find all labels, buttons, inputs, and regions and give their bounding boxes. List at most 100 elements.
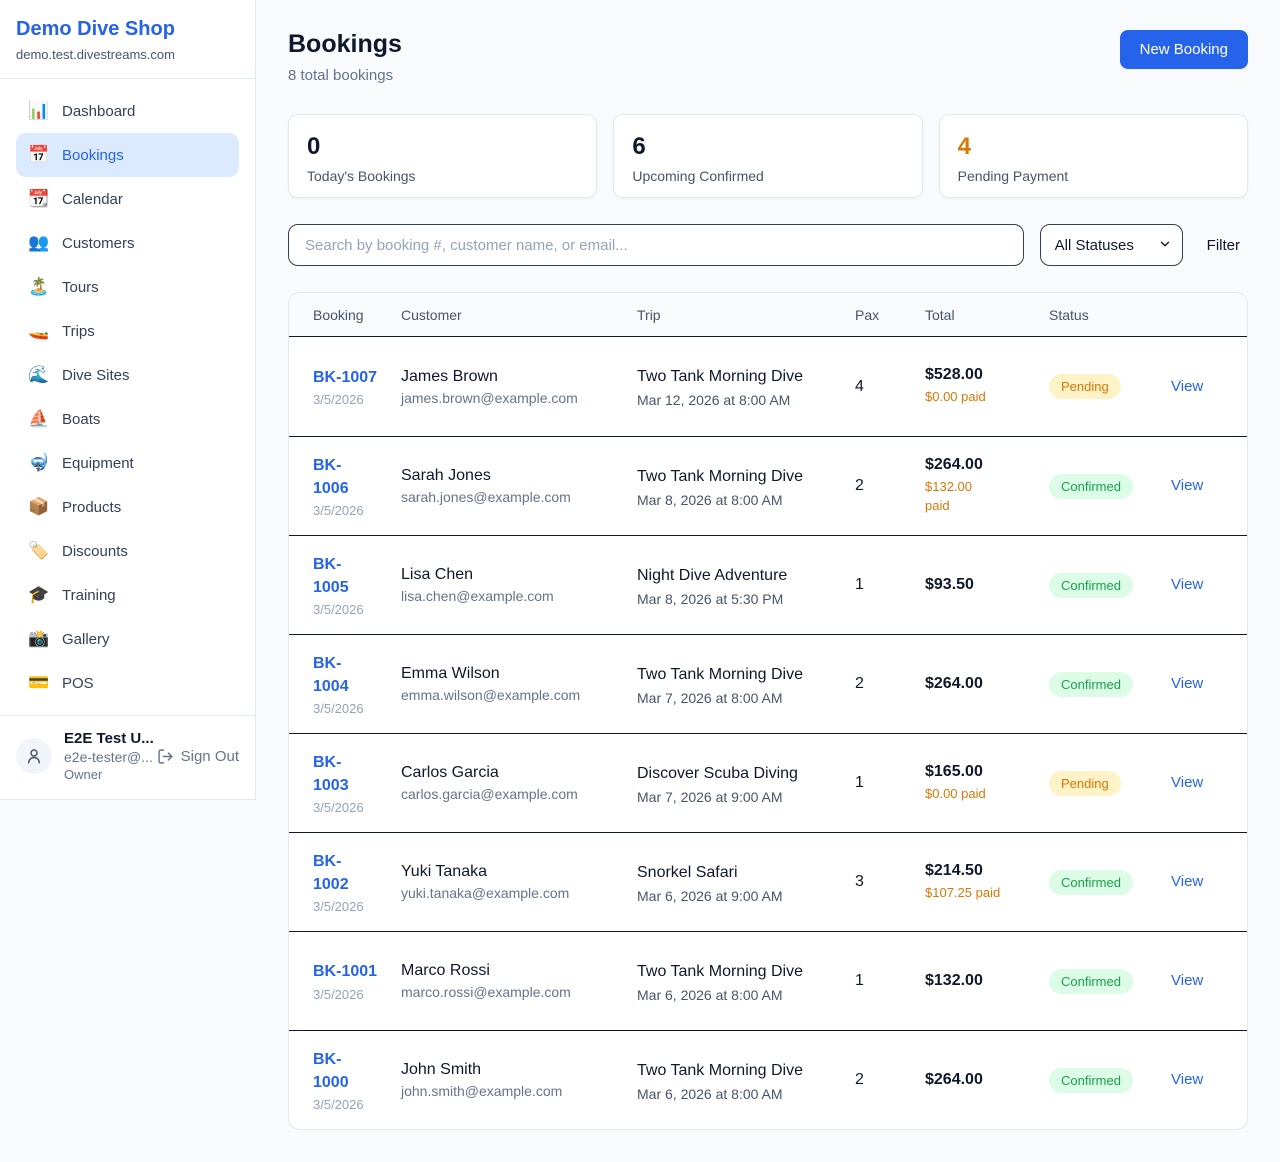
sidebar-item-products[interactable]: 📦 Products — [16, 485, 239, 529]
column-header-customer: Customer — [401, 306, 462, 323]
view-link[interactable]: View — [1171, 477, 1204, 494]
booking-date: 3/5/2026 — [313, 602, 364, 618]
trip-name: Snorkel Safari — [637, 863, 738, 881]
sidebar-item-equipment[interactable]: 🤿 Equipment — [16, 441, 239, 485]
new-booking-button[interactable]: New Booking — [1119, 30, 1248, 69]
gallery-icon: 📸 — [28, 629, 50, 648]
booking-date: 3/5/2026 — [313, 392, 364, 408]
booking-id-link[interactable]: BK- 1000 — [313, 1050, 349, 1091]
sign-out-button[interactable]: Sign Out — [157, 748, 239, 765]
trip-name: Two Tank Morning Dive — [637, 1061, 803, 1079]
total-amount: $264.00 — [925, 456, 983, 474]
status-badge: Confirmed — [1049, 1067, 1133, 1093]
sidebar-item-dashboard[interactable]: 📊 Dashboard — [16, 89, 239, 133]
actions-cell: View — [1171, 378, 1247, 396]
sidebar-item-label: Gallery — [62, 630, 110, 648]
sidebar-item-tours[interactable]: 🏝️ Tours — [16, 265, 239, 309]
column-header-pax: Pax — [855, 306, 880, 323]
booking-cell: BK-1001 3/5/2026 — [289, 960, 401, 1001]
sidebar-item-pos[interactable]: 💳 POS — [16, 661, 239, 705]
page-header: Bookings 8 total bookings New Booking — [288, 30, 1248, 84]
user-name: E2E Test U... — [64, 730, 154, 747]
booking-cell: BK- 1006 3/5/2026 — [289, 454, 401, 518]
booking-id-link[interactable]: BK- 1002 — [313, 852, 349, 893]
search-input[interactable] — [288, 224, 1024, 266]
trip-cell: Two Tank Morning Dive Mar 12, 2026 at 8:… — [637, 365, 855, 408]
trip-time: Mar 8, 2026 at 5:30 PM — [637, 590, 784, 607]
products-icon: 📦 — [28, 497, 50, 516]
view-link[interactable]: View — [1171, 1071, 1204, 1088]
status-cell: Confirmed — [1049, 968, 1171, 994]
booking-date: 3/5/2026 — [313, 701, 364, 717]
brand-header: Demo Dive Shop demo.test.divestreams.com — [0, 0, 255, 79]
view-link[interactable]: View — [1171, 873, 1204, 890]
discounts-icon: 🏷️ — [28, 541, 50, 560]
table-row: BK- 1003 3/5/2026 Carlos Garcia carlos.g… — [289, 733, 1247, 832]
sidebar-item-label: Equipment — [62, 454, 134, 472]
total-amount: $264.00 — [925, 1071, 983, 1088]
actions-cell: View — [1171, 774, 1247, 792]
booking-id-link[interactable]: BK-1007 — [313, 368, 378, 386]
total-cell: $264.00 $132.00 paid — [925, 456, 1049, 516]
booking-id-link[interactable]: BK- 1005 — [313, 555, 349, 596]
status-cell: Pending — [1049, 770, 1171, 796]
booking-id-link[interactable]: BK- 1006 — [313, 456, 349, 497]
view-link[interactable]: View — [1171, 774, 1204, 791]
booking-id-link[interactable]: BK- 1003 — [313, 753, 349, 794]
booking-date: 3/5/2026 — [313, 899, 364, 915]
sign-out-label: Sign Out — [180, 747, 239, 765]
customer-email: emma.wilson@example.com — [401, 687, 581, 703]
total-amount: $93.50 — [925, 576, 974, 593]
actions-cell: View — [1171, 576, 1247, 594]
table-row: BK- 1004 3/5/2026 Emma Wilson emma.wilso… — [289, 634, 1247, 733]
status-select[interactable]: All Statuses — [1039, 224, 1183, 266]
customer-email: lisa.chen@example.com — [401, 588, 554, 604]
sidebar-item-calendar[interactable]: 📆 Calendar — [16, 177, 239, 221]
actions-cell: View — [1171, 477, 1247, 495]
stat-card: 6 Upcoming Confirmed — [613, 114, 923, 198]
booking-id-link[interactable]: BK-1001 — [313, 963, 378, 981]
sidebar-item-customers[interactable]: 👥 Customers — [16, 221, 239, 265]
status-cell: Confirmed — [1049, 671, 1171, 697]
sidebar-item-dive-sites[interactable]: 🌊 Dive Sites — [16, 353, 239, 397]
actions-cell: View — [1171, 873, 1247, 891]
sidebar-item-gallery[interactable]: 📸 Gallery — [16, 617, 239, 661]
trips-icon: 🚤 — [28, 321, 50, 340]
booking-date: 3/5/2026 — [313, 986, 364, 1002]
brand-name: Demo Dive Shop — [16, 18, 175, 40]
total-cell: $165.00 $0.00 paid — [925, 763, 1049, 804]
stat-value: 6 — [632, 133, 646, 160]
filter-button[interactable]: Filter — [1199, 237, 1248, 254]
view-link[interactable]: View — [1171, 675, 1204, 692]
status-select-wrap: All Statuses — [1039, 224, 1183, 266]
customer-name: Emma Wilson — [401, 665, 500, 682]
sidebar-item-boats[interactable]: ⛵ Boats — [16, 397, 239, 441]
customer-cell: Carlos Garcia carlos.garcia@example.com — [401, 764, 637, 802]
actions-cell: View — [1171, 972, 1247, 990]
booking-id-link[interactable]: BK- 1004 — [313, 654, 349, 695]
view-link[interactable]: View — [1171, 377, 1204, 395]
total-cell: $93.50 — [925, 576, 1049, 594]
column-header-total: Total — [925, 306, 955, 323]
trip-cell: Night Dive Adventure Mar 8, 2026 at 5:30… — [637, 564, 855, 607]
customer-email: yuki.tanaka@example.com — [401, 885, 570, 901]
view-link[interactable]: View — [1171, 972, 1204, 989]
table-row: BK- 1002 3/5/2026 Yuki Tanaka yuki.tanak… — [289, 832, 1247, 931]
sidebar-item-training[interactable]: 🎓 Training — [16, 573, 239, 617]
column-header-status: Status — [1049, 306, 1089, 323]
page-subtitle: 8 total bookings — [288, 67, 394, 84]
trip-name: Discover Scuba Diving — [637, 764, 798, 782]
sidebar-item-label: Bookings — [62, 146, 124, 164]
column-header-booking: Booking — [313, 306, 364, 323]
booking-cell: BK- 1000 3/5/2026 — [289, 1048, 401, 1112]
customer-cell: Lisa Chen lisa.chen@example.com — [401, 566, 637, 604]
view-link[interactable]: View — [1171, 576, 1204, 593]
sidebar-item-discounts[interactable]: 🏷️ Discounts — [16, 529, 239, 573]
trip-time: Mar 6, 2026 at 9:00 AM — [637, 887, 783, 904]
trip-time: Mar 6, 2026 at 8:00 AM — [637, 986, 783, 1003]
table-header-row: Booking Customer Trip Pax Total Status — [289, 293, 1247, 337]
trip-name: Two Tank Morning Dive — [637, 368, 803, 385]
sidebar-item-bookings[interactable]: 📅 Bookings — [16, 133, 239, 177]
avatar — [16, 738, 52, 774]
sidebar-item-trips[interactable]: 🚤 Trips — [16, 309, 239, 353]
